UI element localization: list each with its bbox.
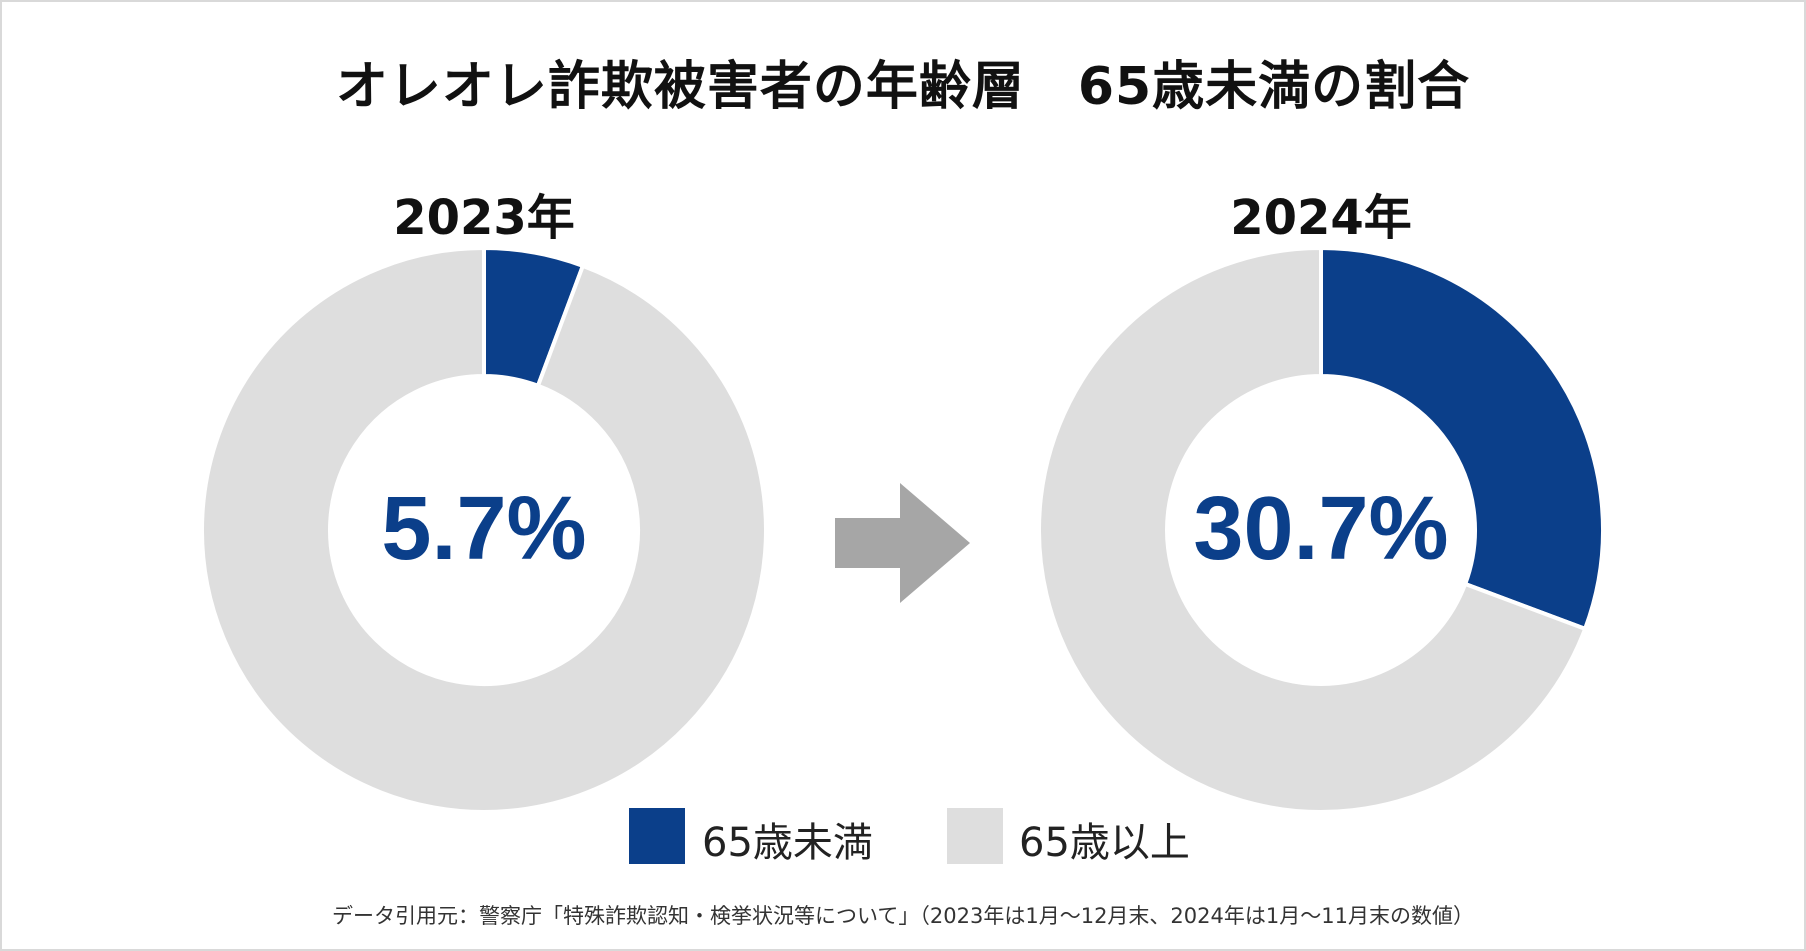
chart-title: オレオレ詐欺被害者の年齢層 65歳未満の割合 — [335, 57, 1471, 117]
donut-2023 — [200, 245, 768, 814]
source-note: データ引用元：警察庁「特殊詐欺認知・検挙状況等について」（2023年は1月～12… — [332, 904, 1474, 928]
donut-2024-year-label: 2024年 — [1230, 190, 1412, 246]
legend-label-65-and-over: 65歳以上 — [1019, 820, 1190, 866]
legend-swatch-under-65 — [629, 808, 685, 864]
donut-2023-center-value: 5.7% — [381, 479, 587, 579]
donut-2024 — [1037, 245, 1605, 814]
donut-2024-slice-under-65 — [1319, 245, 1605, 632]
legend-swatch-65-and-over — [947, 808, 1003, 864]
legend-label-under-65: 65歳未満 — [702, 820, 873, 866]
donut-2024-center-value: 30.7% — [1193, 479, 1449, 579]
donut-2023-year-label: 2023年 — [393, 190, 575, 246]
arrow-right-icon — [835, 483, 970, 603]
donut-2023-slice-65-and-over — [200, 245, 768, 814]
donut-2024-slice-65-and-over — [1037, 245, 1588, 814]
